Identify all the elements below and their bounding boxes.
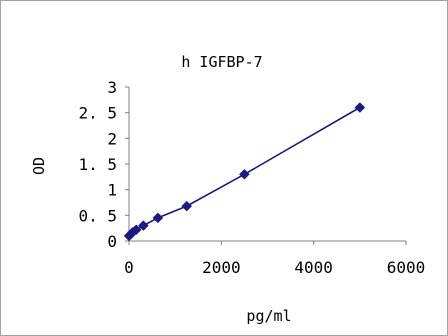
x-tick-label: 0 <box>124 258 134 277</box>
axes: 0 0. 5 1 1. 5 2 2. 5 3 0 2000 4000 6000 <box>78 78 425 277</box>
y-tick-label: 2 <box>107 129 117 148</box>
data-points <box>123 102 366 242</box>
data-point-marker <box>130 224 142 236</box>
data-point-marker <box>181 200 193 212</box>
chart-title: h IGFBP-7 <box>181 53 262 71</box>
data-point-marker <box>239 168 250 180</box>
x-tick-label: 2000 <box>202 258 241 277</box>
y-tick-label: 1. 5 <box>78 155 117 174</box>
data-point-marker <box>138 220 149 231</box>
x-tick-label: 6000 <box>387 258 426 277</box>
data-point-marker <box>354 102 366 113</box>
y-tick-label: 0. 5 <box>78 206 117 225</box>
y-tick-label: 0 <box>107 232 117 251</box>
y-tick-label: 2. 5 <box>78 104 117 123</box>
y-tick-label: 3 <box>107 78 117 97</box>
y-axis-label: OD <box>30 157 48 175</box>
x-axis-label: pg/ml <box>246 307 291 325</box>
y-tick-label: 1 <box>107 181 117 200</box>
data-point-marker <box>152 212 164 224</box>
x-tick-label: 4000 <box>294 258 333 277</box>
